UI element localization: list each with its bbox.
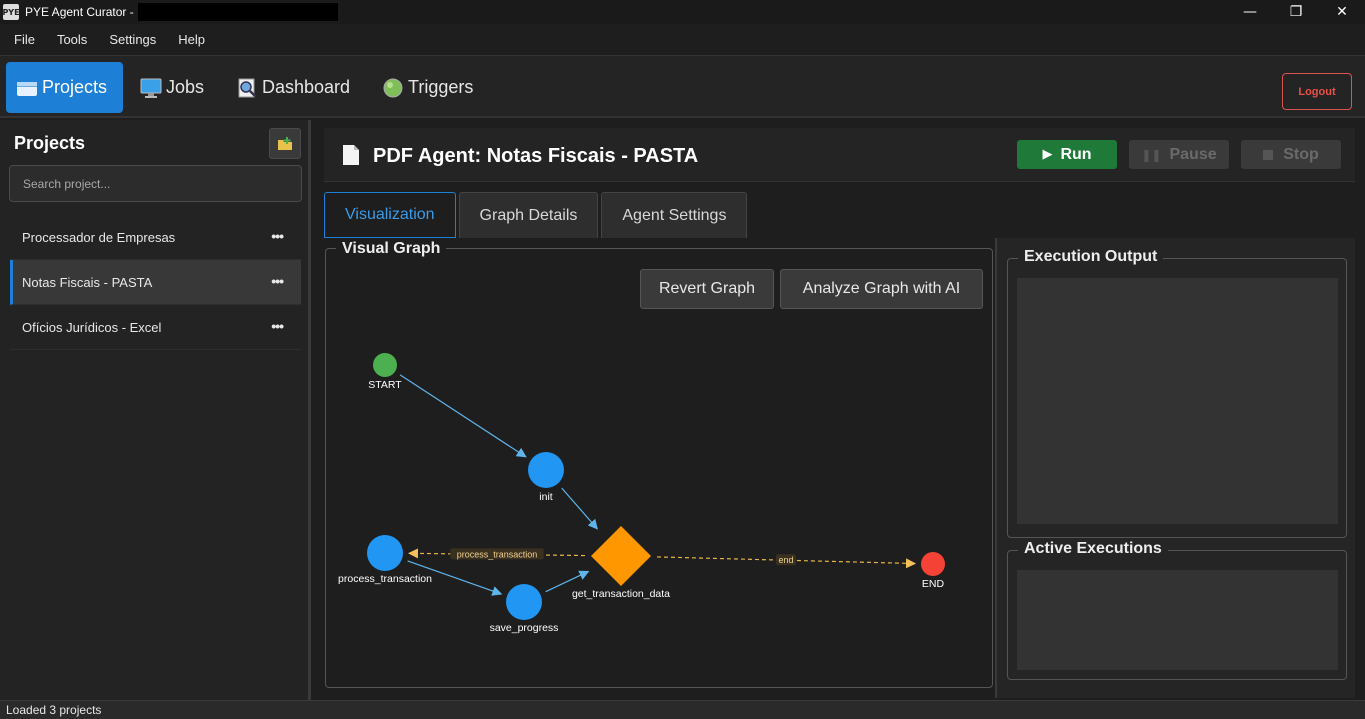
nav-tab-label: Triggers [408,77,474,97]
document-icon [343,145,359,165]
graph-node-label: START [368,379,402,391]
edge-label: end [778,555,793,565]
project-name: Notas Fiscais - PASTA [22,274,153,290]
analyze-graph-button[interactable]: Analyze Graph with AI [780,269,983,309]
agent-title: PDF Agent: Notas Fiscais - PASTA [373,145,699,167]
sidebar-title: Projects [14,133,86,153]
nav-tab-label: Jobs [166,77,205,97]
new-project-button[interactable] [269,128,301,159]
stop-icon [1263,149,1274,160]
play-icon: ▶ [1042,147,1053,162]
graph-node-get_transaction_data[interactable] [591,526,651,586]
logout-button[interactable]: Logout [1282,73,1352,110]
status-text: Loaded 3 projects [6,703,102,717]
new-folder-icon [278,136,292,150]
graph-node-label: get_transaction_data [572,588,670,600]
redacted-title-block [137,3,338,21]
more-options-icon[interactable]: ••• [271,273,284,289]
active-executions-title: Active Executions [1018,540,1168,558]
graph-node-save_progress[interactable] [506,584,542,620]
stop-button[interactable]: Stop [1241,140,1341,169]
active-executions-group: Active Executions [1007,540,1347,680]
edge-START-init [399,374,527,458]
minimize-button[interactable]: — [1243,4,1257,20]
pause-button[interactable]: ❚❚ Pause [1129,140,1229,169]
nav-tab-jobs[interactable]: Jobs [130,62,214,113]
graph-node-label: save_progress [490,622,559,634]
edge-get_transaction_data-process_transaction [407,548,586,559]
execution-output-title: Execution Output [1018,248,1164,266]
edge-process_transaction-save_progress [407,560,503,596]
project-name: Processador de Empresas [22,229,176,245]
menu-file[interactable]: File [14,32,35,47]
main-content: PDF Agent: Notas Fiscais - PASTA ▶ Run ❚… [314,120,1365,700]
edge-label-bg [450,548,544,560]
tab-visualization[interactable]: Visualization [324,192,456,238]
close-button[interactable]: ✕ [1336,4,1348,20]
folder-icon [16,78,38,98]
stop-label: Stop [1283,145,1319,163]
more-options-icon[interactable]: ••• [271,318,284,334]
menu-help[interactable]: Help [178,32,206,47]
search-project-input[interactable] [9,165,302,202]
nav-tab-dashboard[interactable]: Dashboard [226,62,360,113]
projects-sidebar: Projects Processador de Empresas ••• Not… [0,120,311,700]
tab-agent-settings[interactable]: Agent Settings [601,192,748,238]
edge-init-get_transaction_data [561,487,598,530]
graph-node-END[interactable] [921,552,945,576]
graph-node-label: process_transaction [338,573,432,585]
edge-label: process_transaction [457,549,538,559]
project-item-selected[interactable]: Notas Fiscais - PASTA ••• [10,260,301,305]
maximize-button[interactable]: ❐ [1289,4,1303,20]
project-item[interactable]: Ofícios Jurídicos - Excel ••• [10,305,301,350]
app-icon: PYE [2,4,20,20]
graph-panel-title: Visual Graph [336,240,447,258]
menu-bar: File Tools Settings Help [0,24,1365,56]
execution-output-area[interactable] [1017,278,1338,524]
run-label: Run [1060,145,1092,163]
window-title: PYE Agent Curator - [25,5,134,19]
visual-graph-panel: process_transaction end START init get_tran… [325,240,994,689]
project-list: Processador de Empresas ••• Notas Fiscai… [10,215,301,350]
graph-node-init[interactable] [528,452,564,488]
nav-tab-label: Projects [42,77,108,97]
revert-graph-button[interactable]: Revert Graph [640,269,774,309]
project-item[interactable]: Processador de Empresas ••• [10,215,301,260]
edge-label-bg [776,554,796,566]
nav-tab-triggers[interactable]: Triggers [372,62,483,113]
menu-tools[interactable]: Tools [56,32,88,47]
run-button[interactable]: ▶ Run [1017,140,1117,169]
active-executions-list[interactable] [1017,570,1338,670]
nav-tab-label: Dashboard [262,77,351,97]
agent-tabs: Visualization Graph Details Agent Settin… [324,192,750,238]
nav-tab-projects[interactable]: Projects [6,62,123,113]
execution-output-group: Execution Output [1007,248,1347,538]
monitor-icon [140,78,162,98]
status-bar: Loaded 3 projects [0,700,1365,719]
title-bar: PYE PYE Agent Curator - — ❐ ✕ [0,0,1365,24]
graph-node-START[interactable] [373,353,397,377]
graph-node-process_transaction[interactable] [367,535,403,571]
trigger-icon [382,78,404,98]
pause-label: Pause [1169,145,1217,163]
window-controls: — ❐ ✕ [1227,0,1365,24]
project-name: Ofícios Jurídicos - Excel [22,319,162,335]
edge-save_progress-get_transaction_data [545,570,590,593]
tab-graph-details[interactable]: Graph Details [458,192,599,238]
graph-node-label: END [922,578,945,590]
nav-bar: Projects Jobs Dashboard Triggers Logout [0,56,1365,118]
pause-icon: ❚❚ [1141,147,1162,162]
graph-node-label: init [539,491,553,503]
menu-settings[interactable]: Settings [109,32,157,47]
more-options-icon[interactable]: ••• [271,228,284,244]
agent-header: PDF Agent: Notas Fiscais - PASTA ▶ Run ❚… [324,128,1355,182]
execution-panel: Execution Output Active Executions [995,238,1355,698]
dashboard-icon [236,78,258,98]
